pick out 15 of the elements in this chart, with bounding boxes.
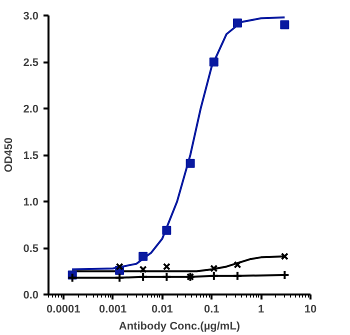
y-tick-label: 2.5 (23, 57, 39, 69)
y-tick-label: 1.5 (23, 150, 39, 162)
x-tick-label: 0.0001 (46, 304, 80, 316)
y-tick-label: 1.0 (23, 196, 39, 208)
y-tick-label: 3.0 (23, 10, 39, 22)
y-tick-label: 0.0 (23, 290, 39, 302)
x-axis-title: Antibody Conc.(µg/mL) (118, 320, 240, 332)
x-tick-label: 0.001 (99, 304, 127, 316)
x-tick-label: 0.1 (204, 304, 220, 316)
x-tick-label: 0.01 (152, 304, 173, 316)
x-tick-label: 1 (258, 304, 264, 316)
x-tick-label: 10 (304, 304, 317, 316)
y-tick-label: 0.5 (23, 243, 39, 255)
y-axis-title: OD450 (3, 138, 16, 172)
y-tick-label: 2.0 (23, 104, 39, 116)
